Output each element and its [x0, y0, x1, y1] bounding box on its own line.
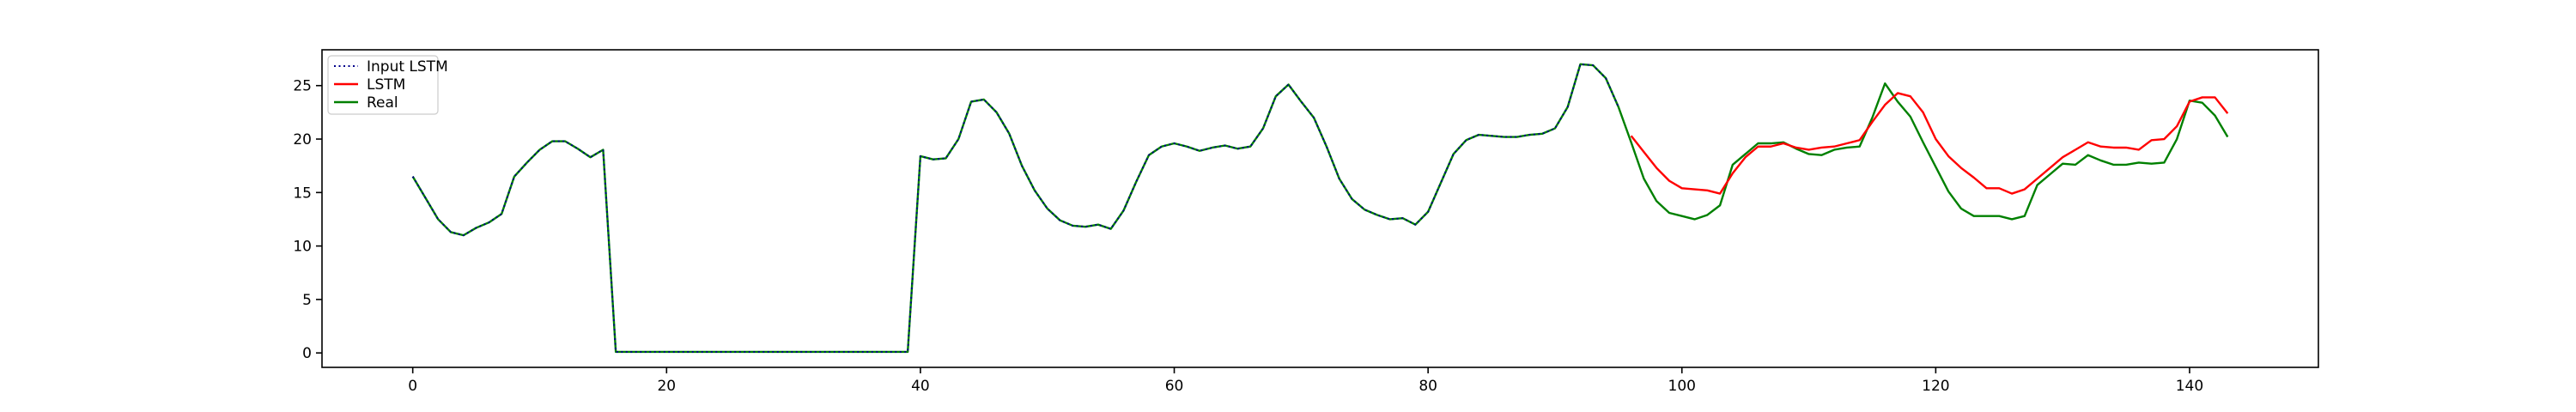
- legend-label-real: Real: [367, 94, 398, 112]
- x-tick-label: 100: [1668, 378, 1696, 395]
- plot-background: [322, 50, 2318, 367]
- series-line-real: [411, 63, 2229, 354]
- x-tick-label: 120: [1922, 378, 1949, 395]
- y-tick-label: 15: [293, 185, 312, 202]
- x-tick-label: 0: [408, 378, 417, 395]
- x-tick-label: 140: [2176, 378, 2203, 395]
- legend-box: [327, 55, 439, 115]
- axis-layer: 0 20 40 60 80 100 120 140 0 5 10 15 20 25: [293, 78, 2203, 395]
- legend-label-input-lstm: Input LSTM: [367, 58, 448, 76]
- y-tick-label: 25: [293, 78, 312, 95]
- x-tick-label: 60: [1165, 378, 1184, 395]
- y-tick-label: 20: [293, 131, 312, 148]
- x-tick-label: 80: [1419, 378, 1437, 395]
- y-tick-label: 0: [302, 345, 312, 362]
- x-tick-label: 20: [657, 378, 676, 395]
- plot-frame: [321, 49, 2319, 368]
- series-layer: [411, 63, 2229, 354]
- x-tick-label: 40: [911, 378, 930, 395]
- y-tick-label: 5: [302, 292, 312, 309]
- y-tick-label: 10: [293, 239, 312, 256]
- legend-label-lstm: LSTM: [367, 76, 405, 94]
- series-line-lstm: [1630, 92, 2229, 195]
